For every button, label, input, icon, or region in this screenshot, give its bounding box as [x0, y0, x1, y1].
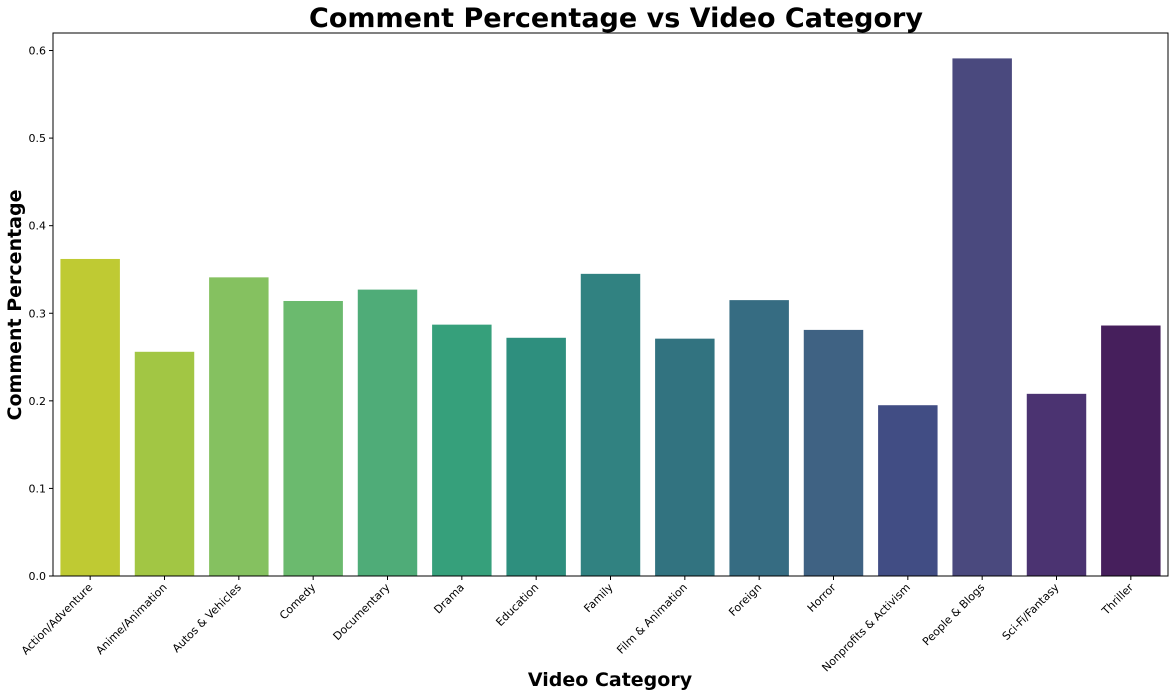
bar-4	[283, 300, 343, 576]
x-axis-label: Video Category	[528, 669, 693, 691]
bar-14	[1026, 393, 1087, 576]
bar-13	[952, 58, 1012, 577]
y-tick-label: 0.5	[29, 132, 47, 145]
y-tick-label: 0.4	[29, 220, 47, 233]
x-tick-label: Documentary	[331, 581, 393, 643]
bar-2	[134, 351, 195, 576]
x-tick-label: Foreign	[726, 581, 764, 619]
x-tick-label: Sci-Fi/Fantasy	[1000, 581, 1062, 643]
bar-12	[878, 405, 938, 576]
y-tick-label: 0.3	[29, 307, 47, 320]
x-tick-label: Anime/Animation	[93, 581, 169, 657]
bar-11	[803, 329, 864, 576]
x-tick-label: Action/Adventure	[19, 581, 96, 658]
x-tick-label: Thriller	[1099, 581, 1137, 619]
x-tick-label: Education	[493, 581, 541, 629]
bar-5	[357, 289, 418, 576]
x-tick-label: Family	[581, 581, 616, 616]
plot-frame	[52, 32, 1169, 577]
bar-9	[655, 338, 715, 576]
y-axis-label: Comment Percentage	[4, 190, 26, 421]
chart-title: Comment Percentage vs Video Category	[309, 3, 923, 34]
bar-3	[209, 277, 269, 576]
bars-group	[60, 58, 1161, 577]
bar-15	[1101, 325, 1161, 576]
y-tick-label: 0.6	[29, 45, 47, 58]
bar-1	[60, 258, 120, 576]
y-tick-label: 0.2	[29, 395, 47, 408]
x-tick-label: People & Blogs	[920, 581, 987, 648]
bar-7	[506, 337, 566, 576]
x-tick-label: Drama	[431, 581, 466, 616]
x-tick-label: Film & Animation	[614, 581, 690, 657]
y-tick-label: 0.1	[29, 482, 47, 495]
x-tick-label: Horror	[805, 581, 839, 615]
x-tick-label: Comedy	[277, 581, 319, 623]
bar-10	[729, 300, 789, 576]
bar-8	[580, 273, 641, 576]
y-axis: 0.0 0.1 0.2 0.3 0.4 0.5 0.6	[29, 45, 53, 583]
bar-6	[432, 324, 492, 576]
y-tick-label: 0.0	[29, 570, 47, 583]
x-tick-label: Autos & Vehicles	[170, 581, 244, 655]
